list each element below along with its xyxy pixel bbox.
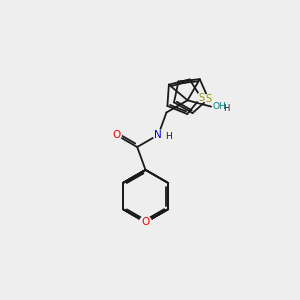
Text: N: N	[154, 130, 162, 140]
Text: OH: OH	[213, 102, 226, 111]
Circle shape	[111, 130, 122, 140]
Circle shape	[196, 93, 206, 102]
Circle shape	[204, 94, 213, 103]
Text: O: O	[141, 217, 150, 227]
Text: S: S	[206, 94, 212, 104]
Text: O: O	[112, 130, 120, 140]
Text: H: H	[165, 132, 172, 141]
Text: S: S	[198, 93, 204, 103]
Text: H: H	[224, 104, 230, 113]
Circle shape	[153, 130, 164, 140]
Circle shape	[140, 216, 152, 228]
